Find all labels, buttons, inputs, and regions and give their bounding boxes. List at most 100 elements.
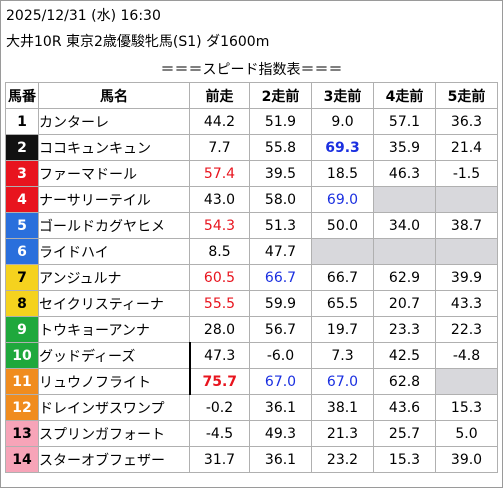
empty-index-cell: [311, 238, 374, 265]
empty-index-cell: [435, 186, 498, 213]
horse-name-cell: グッドディーズ: [38, 342, 191, 369]
horse-number-cell: 14: [5, 446, 39, 473]
col-header-2-races-ago: 2走前: [249, 82, 312, 109]
horse-number-cell: 4: [5, 186, 39, 213]
horse-number-cell: 3: [5, 160, 39, 187]
speed-index-cell: 36.1: [249, 394, 312, 421]
horse-number-cell: 5: [5, 212, 39, 239]
speed-index-cell: 67.0: [249, 368, 312, 395]
horse-number-cell: 10: [5, 342, 39, 369]
empty-index-cell: [373, 238, 436, 265]
speed-index-cell: 36.1: [249, 446, 312, 473]
speed-index-cell: 57.4: [189, 160, 250, 187]
speed-index-cell: 66.7: [311, 264, 374, 291]
speed-index-cell: 55.5: [189, 290, 250, 317]
horse-number-cell: 1: [5, 108, 39, 135]
race-datetime: 2025/12/31 (水) 16:30: [6, 8, 161, 24]
speed-index-cell: 35.9: [373, 134, 436, 161]
speed-index-cell: 69.0: [311, 186, 374, 213]
table-row: 11 リュウノフライト 75.7 67.0 67.0 62.8: [5, 368, 498, 395]
speed-index-cell: 21.3: [311, 420, 374, 447]
horse-number-cell: 8: [5, 290, 39, 317]
speed-index-cell: -6.0: [249, 342, 312, 369]
speed-index-cell: 44.2: [189, 108, 250, 135]
speed-index-cell: 69.3: [311, 134, 374, 161]
speed-index-cell: 66.7: [249, 264, 312, 291]
speed-index-cell: 51.9: [249, 108, 312, 135]
speed-index-cell: 7.7: [189, 134, 250, 161]
speed-index-cell: 31.7: [189, 446, 250, 473]
speed-index-cell: 55.8: [249, 134, 312, 161]
speed-index-cell: 39.5: [249, 160, 312, 187]
table-row: 9 トウキョーアンナ 28.0 56.7 19.7 23.3 22.3: [5, 316, 498, 343]
col-header-horse-name: 馬名: [38, 82, 190, 109]
table-row: 3 ファーマドール 57.4 39.5 18.5 46.3 -1.5: [5, 160, 498, 187]
speed-index-cell: 36.3: [435, 108, 498, 135]
horse-name-cell: ゴールドカグヤヒメ: [38, 212, 190, 239]
horse-number-cell: 6: [5, 238, 39, 265]
speed-index-cell: 67.0: [311, 368, 374, 395]
speed-index-cell: 46.3: [373, 160, 436, 187]
table-row: 2 ココキュンキュン 7.7 55.8 69.3 35.9 21.4: [5, 134, 498, 161]
speed-index-cell: 50.0: [311, 212, 374, 239]
speed-index-cell: -4.5: [189, 420, 250, 447]
speed-index-cell: 34.0: [373, 212, 436, 239]
table-row: 6 ライドハイ 8.5 47.7: [5, 238, 498, 265]
table-row: 1 カンターレ 44.2 51.9 9.0 57.1 36.3: [5, 108, 498, 135]
speed-index-cell: 7.3: [311, 342, 374, 369]
speed-index-cell: 43.0: [189, 186, 250, 213]
empty-index-cell: [373, 186, 436, 213]
horse-number-cell: 9: [5, 316, 39, 343]
horse-name-cell: ライドハイ: [38, 238, 190, 265]
horse-name-cell: セイクリスティーナ: [38, 290, 190, 317]
speed-index-cell: 18.5: [311, 160, 374, 187]
speed-index-cell: 58.0: [249, 186, 312, 213]
speed-index-cell: 56.7: [249, 316, 312, 343]
speed-index-cell: 5.0: [435, 420, 498, 447]
table-row: 13 スプリンガフォート -4.5 49.3 21.3 25.7 5.0: [5, 420, 498, 447]
speed-index-cell: 62.9: [373, 264, 436, 291]
horse-name-cell: ドレインザスワンプ: [38, 394, 190, 421]
speed-index-cell: -4.8: [435, 342, 498, 369]
horse-number-cell: 12: [5, 394, 39, 421]
speed-index-cell: 8.5: [189, 238, 250, 265]
horse-name-cell: トウキョーアンナ: [38, 316, 190, 343]
table-row: 5 ゴールドカグヤヒメ 54.3 51.3 50.0 34.0 38.7: [5, 212, 498, 239]
speed-index-cell: 47.3: [189, 342, 250, 369]
horse-number-cell: 2: [5, 134, 39, 161]
horse-name-cell: カンターレ: [38, 108, 190, 135]
table-subtitle: ＝＝＝スピード指数表＝＝＝: [160, 62, 343, 78]
col-header-last-race: 前走: [189, 82, 250, 109]
horse-name-cell: リュウノフライト: [38, 368, 191, 395]
speed-index-cell: 51.3: [249, 212, 312, 239]
table-row: 8 セイクリスティーナ 55.5 59.9 65.5 20.7 43.3: [5, 290, 498, 317]
speed-index-cell: -1.5: [435, 160, 498, 187]
speed-index-cell: 38.7: [435, 212, 498, 239]
horse-name-cell: ココキュンキュン: [38, 134, 190, 161]
speed-index-cell: 47.7: [249, 238, 312, 265]
table-row: 4 ナーサリーテイル 43.0 58.0 69.0: [5, 186, 498, 213]
speed-index-cell: 59.9: [249, 290, 312, 317]
empty-index-cell: [435, 238, 498, 265]
header-row: 馬番 馬名 前走 2走前 3走前 4走前 5走前: [5, 82, 498, 109]
speed-index-cell: 43.6: [373, 394, 436, 421]
horse-name-cell: スプリンガフォート: [38, 420, 190, 447]
speed-index-cell: 43.3: [435, 290, 498, 317]
speed-index-cell: 42.5: [373, 342, 436, 369]
speed-index-cell: 38.1: [311, 394, 374, 421]
horse-name-cell: スターオブフェザー: [38, 446, 190, 473]
speed-index-cell: 20.7: [373, 290, 436, 317]
speed-index-cell: 49.3: [249, 420, 312, 447]
speed-index-cell: 39.9: [435, 264, 498, 291]
table-row: 7 アンジュルナ 60.5 66.7 66.7 62.9 39.9: [5, 264, 498, 291]
horse-number-cell: 11: [5, 368, 39, 395]
speed-index-cell: 28.0: [189, 316, 250, 343]
speed-index-cell: 39.0: [435, 446, 498, 473]
speed-index-cell: 21.4: [435, 134, 498, 161]
speed-index-cell: 23.3: [373, 316, 436, 343]
speed-index-cell: 54.3: [189, 212, 250, 239]
table-row: 12 ドレインザスワンプ -0.2 36.1 38.1 43.6 15.3: [5, 394, 498, 421]
col-header-3-races-ago: 3走前: [311, 82, 374, 109]
col-header-number: 馬番: [5, 82, 39, 109]
